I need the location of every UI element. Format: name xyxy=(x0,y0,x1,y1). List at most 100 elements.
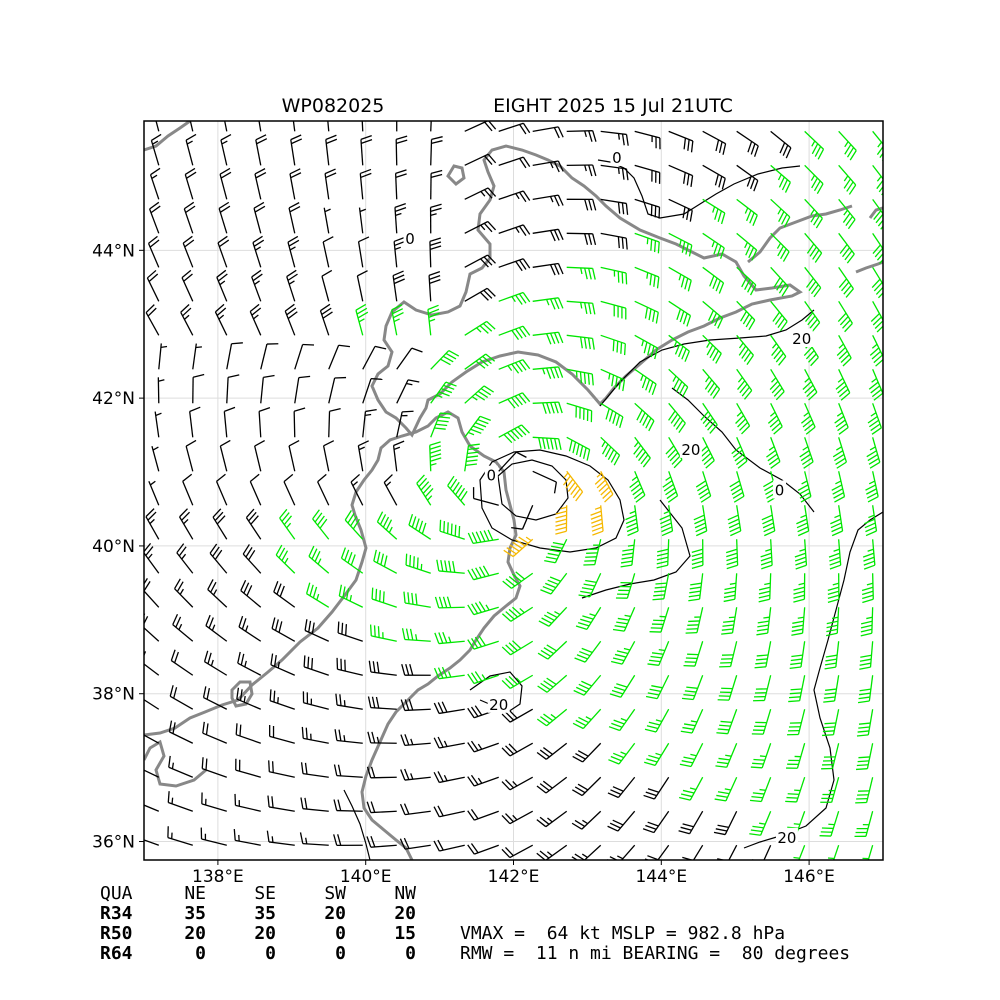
wind-barb xyxy=(649,607,670,633)
wind-barb xyxy=(532,228,564,242)
table-r50-ne: 20 xyxy=(184,923,206,944)
wind-barb xyxy=(770,334,787,366)
wind-barb xyxy=(532,470,558,494)
wind-barb xyxy=(761,505,776,537)
wind-barb xyxy=(464,320,496,336)
x-tick-label: 142°E xyxy=(488,867,540,887)
wind-barb xyxy=(205,614,228,642)
summary-rmw-bearing: RMW = 11 n mi BEARING = 80 degrees xyxy=(460,943,850,964)
wind-barb xyxy=(333,764,363,778)
wind-barb xyxy=(392,440,405,472)
wind-barb xyxy=(400,699,431,712)
wind-barb xyxy=(447,475,468,506)
contour-label-bg xyxy=(487,694,510,713)
wind-barb xyxy=(501,810,534,825)
wind-barb xyxy=(183,201,196,234)
wind-barb xyxy=(464,443,480,472)
wind-barb xyxy=(325,134,338,166)
wind-barb xyxy=(532,366,564,379)
wind-barb xyxy=(467,740,499,753)
wind-barb xyxy=(714,776,738,802)
wind-barb xyxy=(430,169,443,200)
wind-barb xyxy=(832,437,848,469)
wind-barb xyxy=(532,401,563,414)
wind-barb xyxy=(182,473,194,506)
contour-line-core xyxy=(479,449,625,553)
wind-barb xyxy=(679,776,704,801)
wind-barb xyxy=(334,729,363,744)
wind-barb xyxy=(786,743,806,769)
wind-barb xyxy=(600,402,624,428)
wind-barb xyxy=(600,300,627,320)
wind-barb xyxy=(668,368,689,398)
wind-barb xyxy=(536,708,568,727)
wind-barb xyxy=(467,843,499,855)
wind-barb xyxy=(821,743,840,770)
wind-barb xyxy=(172,614,194,642)
wind-barb xyxy=(838,164,857,195)
wind-barb xyxy=(304,619,330,642)
wind-barb xyxy=(401,628,431,642)
wind-barb xyxy=(804,164,824,194)
wind-barb xyxy=(634,198,661,219)
wind-barb xyxy=(566,402,593,423)
wind-barb xyxy=(283,473,296,506)
wind-barb xyxy=(212,508,228,540)
wind-barb xyxy=(180,304,194,336)
wind-barb xyxy=(751,709,772,735)
wind-barb xyxy=(328,408,341,438)
wind-barb xyxy=(308,545,330,574)
wind-barb xyxy=(498,122,531,135)
wind-barb xyxy=(831,471,846,503)
wind-barb xyxy=(600,368,626,392)
wind-barb xyxy=(749,810,772,836)
wind-barb xyxy=(464,254,496,268)
wind-barb xyxy=(179,508,194,540)
wind-barb xyxy=(770,130,792,159)
wind-barb xyxy=(167,826,193,846)
wind-barb xyxy=(866,437,881,469)
wind-barb xyxy=(532,297,564,310)
wind-barb xyxy=(583,539,602,566)
wind-barb xyxy=(537,640,568,660)
wind-barb xyxy=(395,135,408,166)
wind-barb xyxy=(155,121,160,132)
wind-barb xyxy=(736,266,757,296)
wind-barb xyxy=(857,675,874,704)
wind-barb xyxy=(215,473,228,506)
wind-barb xyxy=(503,536,534,558)
wind-barb xyxy=(405,553,431,574)
wind-barb xyxy=(633,436,651,468)
summary-vmax-mslp: VMAX = 64 kt MSLP = 982.8 hPa xyxy=(460,923,785,944)
wind-barb xyxy=(715,742,738,768)
wind-barb xyxy=(634,300,659,324)
wind-barb xyxy=(271,617,296,642)
wind-barb xyxy=(362,345,387,370)
contour-label: 20 xyxy=(489,696,508,714)
wind-barb xyxy=(800,403,816,435)
wind-radii-table: QUA NE SE SW NW R34 35 35 20 20 R50 20 2… xyxy=(100,883,850,964)
wind-barb xyxy=(436,559,465,574)
wind-barb xyxy=(834,403,849,435)
wind-barb xyxy=(288,440,300,472)
wind-barb xyxy=(501,606,534,622)
wind-barb xyxy=(736,130,759,157)
contour-labels: 0 0 20 20 0 0 20 20 xyxy=(403,147,813,847)
contour-label: 20 xyxy=(681,441,700,459)
wind-barb xyxy=(144,613,160,642)
wind-barb xyxy=(182,235,195,268)
wind-barb xyxy=(736,334,754,365)
wind-barb xyxy=(665,436,683,469)
wind-barb xyxy=(611,640,636,665)
wind-barb xyxy=(680,708,704,734)
contour-label: 0 xyxy=(487,467,497,485)
wind-barb xyxy=(725,539,739,570)
wind-barb xyxy=(498,156,531,169)
wind-barb xyxy=(750,743,772,769)
wind-barb xyxy=(600,436,621,466)
wind-barb xyxy=(357,236,370,268)
wind-barb xyxy=(184,167,197,200)
wind-barb xyxy=(793,573,806,603)
wind-barb xyxy=(702,266,725,294)
wind-barb xyxy=(322,236,334,268)
